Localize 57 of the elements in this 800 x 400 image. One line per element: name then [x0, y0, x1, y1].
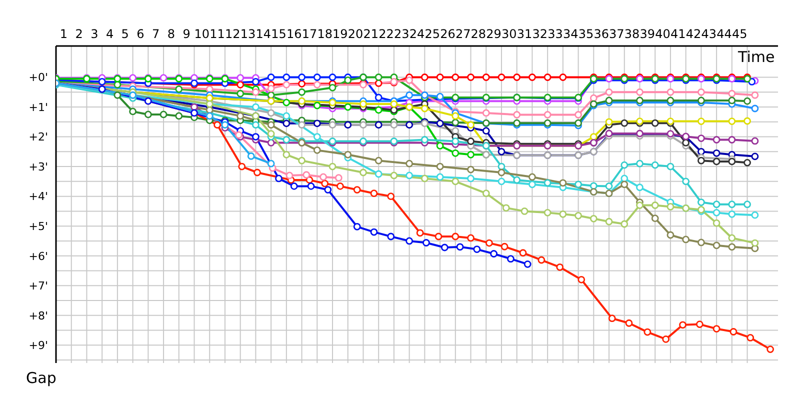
x-tick-label: 16: [286, 27, 302, 41]
x-axis-title: Time: [738, 48, 775, 66]
y-tick-label: +0': [28, 71, 48, 84]
x-tick-label: 17: [302, 27, 318, 41]
x-tick-label: 40: [655, 27, 670, 41]
x-tick-label: 21: [363, 27, 379, 41]
x-tick-label: 10: [194, 27, 210, 41]
x-tick-label: 25: [424, 27, 440, 41]
x-tick-label: 9: [182, 27, 190, 41]
x-tick-label: 34: [562, 27, 578, 41]
x-tick-label: 36: [594, 27, 609, 41]
x-tick-label: 39: [640, 27, 656, 41]
x-tick-label: 30: [502, 27, 517, 41]
x-tick-label: 37: [609, 27, 624, 41]
x-tick-label: 12: [225, 27, 240, 41]
x-tick-label: 43: [701, 27, 717, 41]
x-tick-label: 19: [332, 27, 348, 41]
x-tick-label: 42: [686, 27, 702, 41]
x-tick-label: 41: [670, 27, 686, 41]
x-tick-label: 3: [90, 27, 98, 41]
x-tick-label: 44: [716, 27, 732, 41]
x-tick-label: 5: [121, 27, 129, 41]
y-tick-label: +3': [28, 160, 48, 174]
x-tick-label: 8: [167, 27, 176, 41]
x-tick-label: 13: [240, 27, 256, 41]
y-tick-label: +2': [28, 130, 48, 144]
x-tick-label: 38: [624, 27, 640, 41]
x-tick-label: 27: [455, 27, 471, 41]
x-tick-label: 26: [440, 27, 456, 41]
y-tick-label: +9': [28, 339, 48, 352]
x-tick-label: 32: [532, 27, 548, 41]
x-tick-label: 18: [317, 27, 332, 41]
x-tick-label: 7: [152, 27, 160, 41]
x-tick-label: 24: [409, 27, 425, 41]
x-tick-label: 20: [348, 27, 364, 41]
x-tick-label: 6: [136, 27, 144, 41]
x-tick-label: 45: [732, 27, 748, 41]
x-tick-label: 28: [470, 27, 486, 41]
y-tick-label: +4': [28, 190, 48, 204]
y-tick-label: +1': [28, 100, 48, 114]
y-axis-title: Gap: [26, 369, 56, 387]
x-tick-label: 35: [578, 27, 594, 41]
x-tick-label: 23: [394, 27, 410, 41]
x-tick-label: 1: [60, 27, 68, 41]
x-tick-label: 29: [486, 27, 502, 41]
x-tick-label: 15: [271, 27, 286, 41]
x-tick-label: 33: [548, 27, 563, 41]
y-tick-label: +8': [28, 309, 48, 322]
y-tick-label: +5': [28, 220, 48, 233]
x-tick-label: 14: [256, 27, 272, 41]
x-tick-label: 11: [210, 27, 225, 41]
x-tick-label: 4: [106, 27, 114, 41]
y-tick-label: +7': [28, 280, 48, 293]
x-tick-label: 2: [75, 27, 83, 41]
y-tick-label: +6': [28, 250, 48, 263]
x-tick-label: 22: [378, 27, 394, 41]
x-tick-label: 31: [516, 27, 532, 41]
